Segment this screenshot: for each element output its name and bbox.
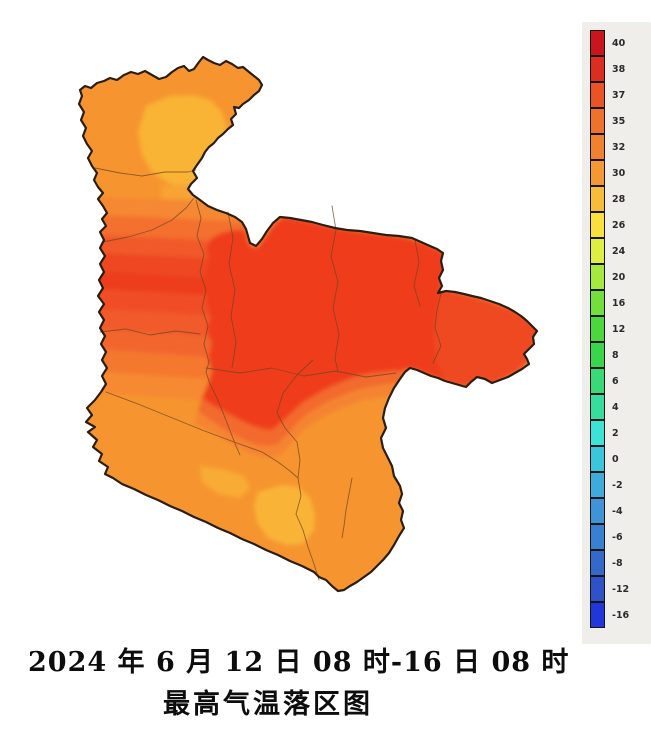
county-line <box>227 211 237 369</box>
legend-entry: 12 <box>590 315 629 342</box>
legend-entry: 35 <box>590 107 629 134</box>
legend-entry: 8 <box>590 341 629 368</box>
legend-entry: -4 <box>590 497 629 524</box>
legend-entry: 16 <box>590 289 629 316</box>
legend-entry: 20 <box>590 263 629 290</box>
map-band-2 <box>79 214 250 242</box>
legend-entry: 38 <box>590 55 629 82</box>
legend-entry: 37 <box>590 81 629 108</box>
legend-entry: -16 <box>590 601 630 628</box>
legend-value-label: 12 <box>612 323 626 335</box>
legend-value-label: -16 <box>612 609 630 621</box>
legend-entry: -2 <box>590 471 629 498</box>
legend-value-label: 28 <box>612 193 626 205</box>
legend-value-label: 38 <box>612 63 626 75</box>
legend-entry: 28 <box>590 185 629 212</box>
county-boundaries <box>94 167 442 581</box>
legend-color-swatch <box>590 133 605 160</box>
map-south-light-patch-2 <box>200 466 250 498</box>
legend-value-label: -8 <box>612 557 623 569</box>
legend-value-label: -4 <box>612 505 623 517</box>
legend-color-swatch <box>590 29 605 56</box>
county-line <box>341 477 353 539</box>
map-date-range: 2024 年 6 月 12 日 08 时-16 日 08 时 <box>28 647 570 678</box>
legend-color-swatch <box>590 523 605 550</box>
legend-value-label: 0 <box>612 453 619 465</box>
legend-color-swatch <box>590 315 605 342</box>
legend-color-swatch <box>590 263 605 290</box>
map-band-5 <box>79 270 250 298</box>
county-line <box>94 167 197 177</box>
legend-value-label: 24 <box>612 245 626 257</box>
legend-value-label: 35 <box>612 115 626 127</box>
legend-entry: 4 <box>590 393 629 420</box>
legend-entry: -12 <box>590 575 630 602</box>
legend-value-label: -2 <box>612 479 623 491</box>
county-line <box>105 391 299 479</box>
legend-color-swatch <box>590 159 605 186</box>
county-line <box>205 367 397 378</box>
legend-entry: 40 <box>590 29 629 56</box>
legend-entry: 26 <box>590 211 629 238</box>
legend-color-swatch <box>590 471 605 498</box>
county-line <box>102 197 195 243</box>
legend-color-swatch <box>590 81 605 108</box>
legend-value-label: -12 <box>612 583 630 595</box>
map-outline <box>77 55 539 593</box>
legend-entry: 2 <box>590 419 629 446</box>
legend-entry: 32 <box>590 133 629 160</box>
legend-color-swatch <box>590 549 605 576</box>
county-line <box>330 205 340 373</box>
map-arc-band-3 <box>194 382 419 458</box>
legend-value-label: 20 <box>612 271 626 283</box>
legend-color-swatch <box>590 341 605 368</box>
legend-value-label: 37 <box>612 89 626 101</box>
legend-color-swatch <box>590 445 605 472</box>
map-title: 最高气温落区图 <box>163 689 373 720</box>
legend-entry: 6 <box>590 367 629 394</box>
legend-color-swatch <box>590 211 605 238</box>
legend-color-swatch <box>590 107 605 134</box>
legend-entry: -6 <box>590 523 629 550</box>
legend-value-label: 30 <box>612 167 626 179</box>
legend-value-label: 16 <box>612 297 626 309</box>
legend-panel: 40 38 37 35 32 30 28 26 24 20 16 12 8 6 4 2 0 -2 -4 -6 -8 -12… <box>582 22 651 644</box>
legend-entry: 24 <box>590 237 629 264</box>
legend-entry: 0 <box>590 445 629 472</box>
legend-color-swatch <box>590 575 605 602</box>
legend-color-swatch <box>590 237 605 264</box>
legend-value-label: 8 <box>612 349 619 361</box>
legend-colorbar: 40 38 37 35 32 30 28 26 24 20 16 12 8 6 4 2 0 -2 -4 -6 -8 -12… <box>590 29 630 628</box>
legend-color-swatch <box>590 367 605 394</box>
legend-value-label: 2 <box>612 427 619 439</box>
legend-value-label: 26 <box>612 219 626 231</box>
legend-value-label: 4 <box>612 401 619 413</box>
legend-entry: 30 <box>590 159 629 186</box>
legend-value-label: 32 <box>612 141 626 153</box>
map-band-8 <box>79 328 250 360</box>
legend-color-swatch <box>590 393 605 420</box>
legend-color-swatch <box>590 497 605 524</box>
legend-color-swatch <box>590 55 605 82</box>
map-region-east-lobe <box>434 293 536 385</box>
county-line <box>413 239 421 307</box>
legend-color-swatch <box>590 185 605 212</box>
legend-color-swatch <box>590 289 605 316</box>
legend-value-label: -6 <box>612 531 623 543</box>
map-band-3 <box>79 234 250 260</box>
county-line <box>432 292 442 364</box>
legend-color-swatch <box>590 419 605 446</box>
legend-value-label: 40 <box>612 37 626 49</box>
legend-entry: -8 <box>590 549 629 576</box>
county-line <box>99 328 201 336</box>
county-line <box>195 199 241 456</box>
legend-color-swatch <box>590 601 605 628</box>
map-arc-band-2 <box>198 370 417 446</box>
map-band-9 <box>79 348 250 382</box>
legend-value-label: 6 <box>612 375 619 387</box>
county-line <box>276 359 320 581</box>
